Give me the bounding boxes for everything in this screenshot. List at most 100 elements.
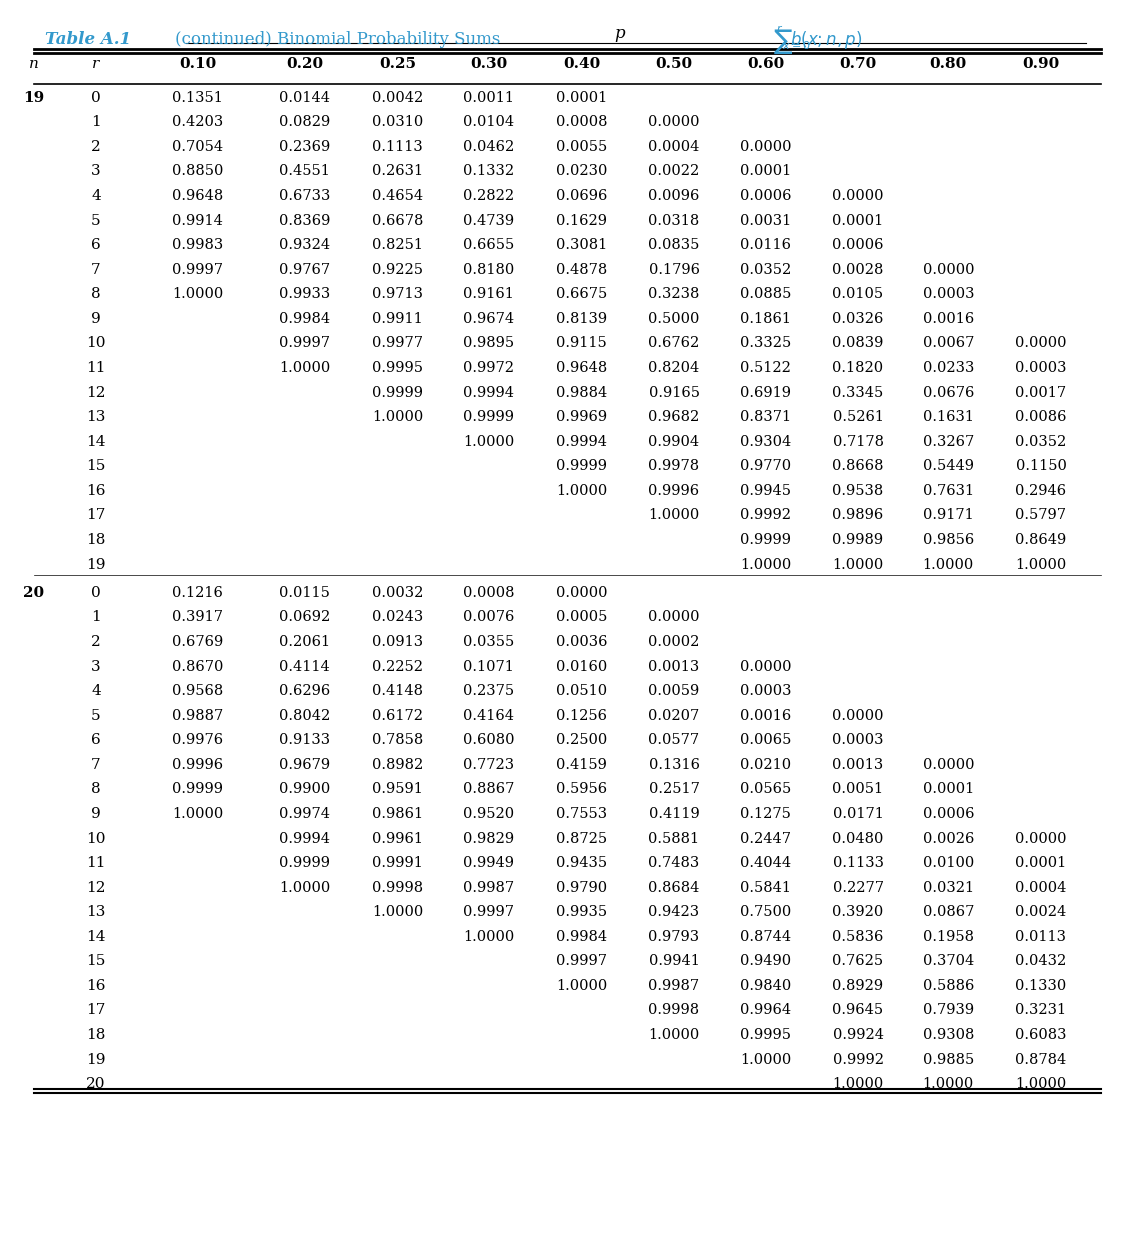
Text: 0.0355: 0.0355	[463, 635, 515, 649]
Text: 0.0065: 0.0065	[739, 733, 791, 747]
Text: 0.9998: 0.9998	[371, 881, 423, 895]
Text: p: p	[614, 25, 624, 42]
Text: 0.9911: 0.9911	[373, 311, 422, 326]
Text: 11: 11	[86, 856, 106, 871]
Text: 0.9996: 0.9996	[648, 484, 700, 498]
Text: 0.9994: 0.9994	[463, 386, 515, 399]
Text: 0.9945: 0.9945	[739, 484, 791, 498]
Text: 16: 16	[86, 979, 106, 993]
Text: 0.0055: 0.0055	[555, 140, 607, 154]
Text: 0.9914: 0.9914	[172, 213, 224, 228]
Text: 0.2946: 0.2946	[1015, 484, 1067, 498]
Text: 1.0000: 1.0000	[922, 557, 974, 572]
Text: 0.0042: 0.0042	[371, 91, 423, 105]
Text: 19: 19	[86, 557, 106, 572]
Text: 0.3920: 0.3920	[832, 905, 884, 920]
Text: 1: 1	[91, 610, 100, 625]
Text: 1.0000: 1.0000	[739, 1052, 791, 1067]
Text: 0.0230: 0.0230	[555, 164, 607, 179]
Text: 0.9949: 0.9949	[463, 856, 515, 871]
Text: 0.2369: 0.2369	[279, 140, 331, 154]
Text: 0.9887: 0.9887	[172, 708, 224, 723]
Text: 0.9978: 0.9978	[648, 459, 700, 474]
Text: 0.60: 0.60	[747, 57, 784, 72]
Text: 0.8684: 0.8684	[648, 881, 700, 895]
Text: 0.0104: 0.0104	[463, 116, 515, 130]
Text: 0.6655: 0.6655	[463, 238, 515, 252]
Text: 0.1631: 0.1631	[922, 410, 974, 425]
Text: 0.3231: 0.3231	[1015, 1003, 1067, 1018]
Text: 0.9983: 0.9983	[172, 238, 224, 252]
Text: 0.9904: 0.9904	[648, 435, 700, 449]
Text: 0.9995: 0.9995	[371, 360, 423, 375]
Text: 0.5122: 0.5122	[739, 360, 791, 375]
Text: 0.1275: 0.1275	[739, 806, 791, 822]
Text: 19: 19	[86, 1052, 106, 1067]
Text: 1.0000: 1.0000	[648, 1028, 700, 1042]
Text: 0.0310: 0.0310	[371, 116, 423, 130]
Text: 0.2500: 0.2500	[555, 733, 607, 747]
Text: 0.40: 0.40	[563, 57, 599, 72]
Text: 0.7178: 0.7178	[832, 435, 884, 449]
Text: 1.0000: 1.0000	[832, 557, 884, 572]
Text: 9: 9	[91, 806, 100, 822]
Text: 2: 2	[91, 140, 100, 154]
Text: 0.5261: 0.5261	[832, 410, 884, 425]
Text: $x=0$: $x=0$	[782, 39, 812, 52]
Text: 0.1150: 0.1150	[1015, 459, 1067, 474]
Text: 0.2061: 0.2061	[279, 635, 331, 649]
Text: 0.9324: 0.9324	[279, 238, 331, 252]
Text: 0.8204: 0.8204	[648, 360, 700, 375]
Text: 0.6733: 0.6733	[279, 189, 331, 203]
Text: 0.70: 0.70	[840, 57, 876, 72]
Text: 0.4878: 0.4878	[555, 262, 607, 277]
Text: 0.1256: 0.1256	[555, 708, 607, 723]
Text: 0.9115: 0.9115	[557, 336, 606, 350]
Text: 0.9885: 0.9885	[922, 1052, 974, 1067]
Text: 0.0017: 0.0017	[1015, 386, 1067, 399]
Text: 0.80: 0.80	[930, 57, 966, 72]
Text: 0.7553: 0.7553	[555, 806, 607, 822]
Text: 0.6083: 0.6083	[1015, 1028, 1067, 1042]
Text: 0.9992: 0.9992	[739, 508, 791, 523]
Text: 0.4114: 0.4114	[280, 659, 330, 674]
Text: 0.0003: 0.0003	[739, 684, 791, 698]
Text: $r$: $r$	[776, 23, 782, 34]
Text: 0: 0	[91, 91, 100, 105]
Text: 0.0207: 0.0207	[648, 708, 700, 723]
Text: 0.0016: 0.0016	[922, 311, 974, 326]
Text: 0.8670: 0.8670	[172, 659, 224, 674]
Text: 0.7054: 0.7054	[172, 140, 224, 154]
Text: 1.0000: 1.0000	[648, 508, 700, 523]
Text: 1.0000: 1.0000	[463, 930, 515, 944]
Text: 0.9994: 0.9994	[555, 435, 607, 449]
Text: 0.7500: 0.7500	[739, 905, 791, 920]
Text: 0.0000: 0.0000	[648, 610, 700, 625]
Text: $\sum$: $\sum$	[773, 26, 794, 57]
Text: 0.8744: 0.8744	[739, 930, 791, 944]
Text: 0.0000: 0.0000	[648, 116, 700, 130]
Text: 0.7723: 0.7723	[463, 757, 515, 772]
Text: 0.7858: 0.7858	[371, 733, 423, 747]
Text: 0.9997: 0.9997	[279, 336, 331, 350]
Text: $b(x; n, p)$: $b(x; n, p)$	[790, 29, 863, 50]
Text: 0.9165: 0.9165	[648, 386, 700, 399]
Text: 0.0000: 0.0000	[1015, 832, 1067, 845]
Text: 14: 14	[86, 435, 106, 449]
Text: 0.25: 0.25	[379, 57, 415, 72]
Text: 15: 15	[86, 954, 106, 969]
Text: 7: 7	[91, 262, 100, 277]
Text: 13: 13	[86, 410, 106, 425]
Text: 0.3917: 0.3917	[172, 610, 224, 625]
Text: 0.0676: 0.0676	[922, 386, 974, 399]
Text: 0.9861: 0.9861	[371, 806, 423, 822]
Text: 0.9568: 0.9568	[172, 684, 224, 698]
Text: 0.0001: 0.0001	[832, 213, 884, 228]
Text: 1.0000: 1.0000	[555, 484, 607, 498]
Text: 0.9884: 0.9884	[555, 386, 607, 399]
Text: 0.0016: 0.0016	[739, 708, 791, 723]
Text: 8: 8	[91, 287, 100, 301]
Text: 0.7939: 0.7939	[922, 1003, 974, 1018]
Text: 0.0000: 0.0000	[739, 140, 791, 154]
Text: 0.0243: 0.0243	[371, 610, 423, 625]
